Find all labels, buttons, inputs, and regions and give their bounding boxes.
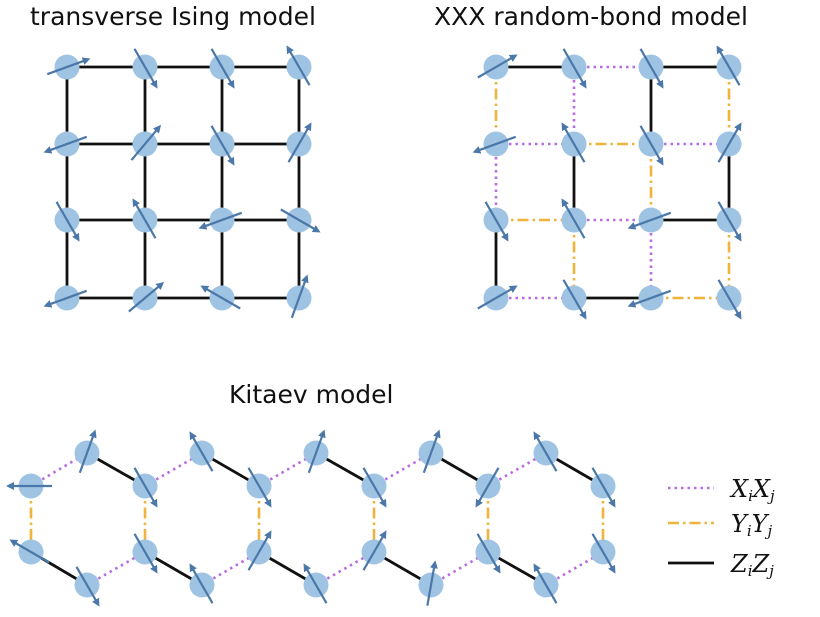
spin-arrow: [717, 279, 742, 320]
legend-label-yy: YiYj: [731, 510, 773, 540]
spin-arrow: [426, 560, 438, 606]
spin-arrow: [130, 124, 162, 161]
spin-arrow: [562, 279, 587, 320]
spin-arrow: [286, 45, 311, 86]
transverse-ising-title: transverse Ising model: [30, 2, 316, 31]
spin-arrow: [533, 563, 558, 604]
xxx-random-bond-title: XXX random-bond model: [434, 2, 748, 31]
spin-arrow: [533, 431, 558, 472]
spin-arrow: [189, 563, 214, 604]
legend-label-zz: ZiZj: [730, 550, 774, 580]
spin-arrow: [132, 198, 157, 239]
spin-arrow: [422, 429, 441, 474]
spin-arrow: [362, 467, 387, 508]
spin-arrow: [591, 533, 616, 574]
xx-bond: [487, 451, 547, 488]
spin-arrow: [280, 208, 321, 233]
xx-bond: [86, 550, 146, 587]
spin-arrow: [200, 285, 241, 310]
spin-arrow: [247, 467, 272, 508]
spin-arrow: [303, 563, 328, 604]
spin-arrow: [133, 48, 158, 89]
spin-arrow: [75, 566, 100, 607]
xx-bond: [201, 550, 260, 587]
spin-arrow: [78, 429, 97, 474]
spin-arrow: [210, 48, 235, 89]
spin-arrow: [472, 135, 517, 154]
spin-arrow: [128, 281, 165, 313]
spin-arrow: [133, 533, 158, 574]
spin-arrow: [562, 48, 587, 89]
spin-arrow: [189, 431, 214, 472]
spin-arrow: [561, 198, 586, 239]
legend-label-xx: XiXj: [729, 475, 775, 505]
spin-arrow: [477, 285, 518, 310]
spin-arrow: [43, 289, 88, 308]
spin-arrow: [247, 530, 272, 571]
spin-arrow: [55, 201, 80, 242]
xx-bond: [315, 550, 375, 587]
spin-arrow: [210, 125, 235, 166]
spin-arrow: [484, 201, 509, 242]
kitaev-title: Kitaev model: [229, 380, 394, 409]
spin-arrow: [561, 122, 586, 163]
spin-arrow: [475, 467, 500, 508]
spin-arrow: [362, 530, 387, 571]
spin-arrow: [639, 48, 664, 89]
spin-arrow: [476, 533, 501, 574]
spin-arrow: [591, 467, 616, 508]
spin-arrow: [133, 467, 158, 508]
spin-arrow: [717, 201, 742, 242]
xx-bond: [373, 451, 432, 488]
spin-arrow: [477, 54, 518, 79]
spin-arrow: [717, 122, 742, 163]
spin-arrow: [198, 211, 243, 230]
spin-arrow: [716, 45, 741, 86]
spin-arrow: [287, 122, 312, 163]
spin-arrow: [9, 539, 50, 564]
spin-arrow: [639, 125, 664, 166]
spin-arrow: [627, 211, 672, 230]
spin-arrow: [43, 135, 88, 154]
spin-arrow: [290, 274, 309, 319]
xx-bond: [545, 550, 604, 587]
xx-bond: [258, 451, 317, 488]
xx-bond: [430, 550, 489, 587]
spin-arrow: [627, 289, 672, 308]
spin-arrow: [46, 57, 91, 76]
spin-arrow: [307, 429, 326, 474]
xx-bond: [144, 451, 203, 488]
